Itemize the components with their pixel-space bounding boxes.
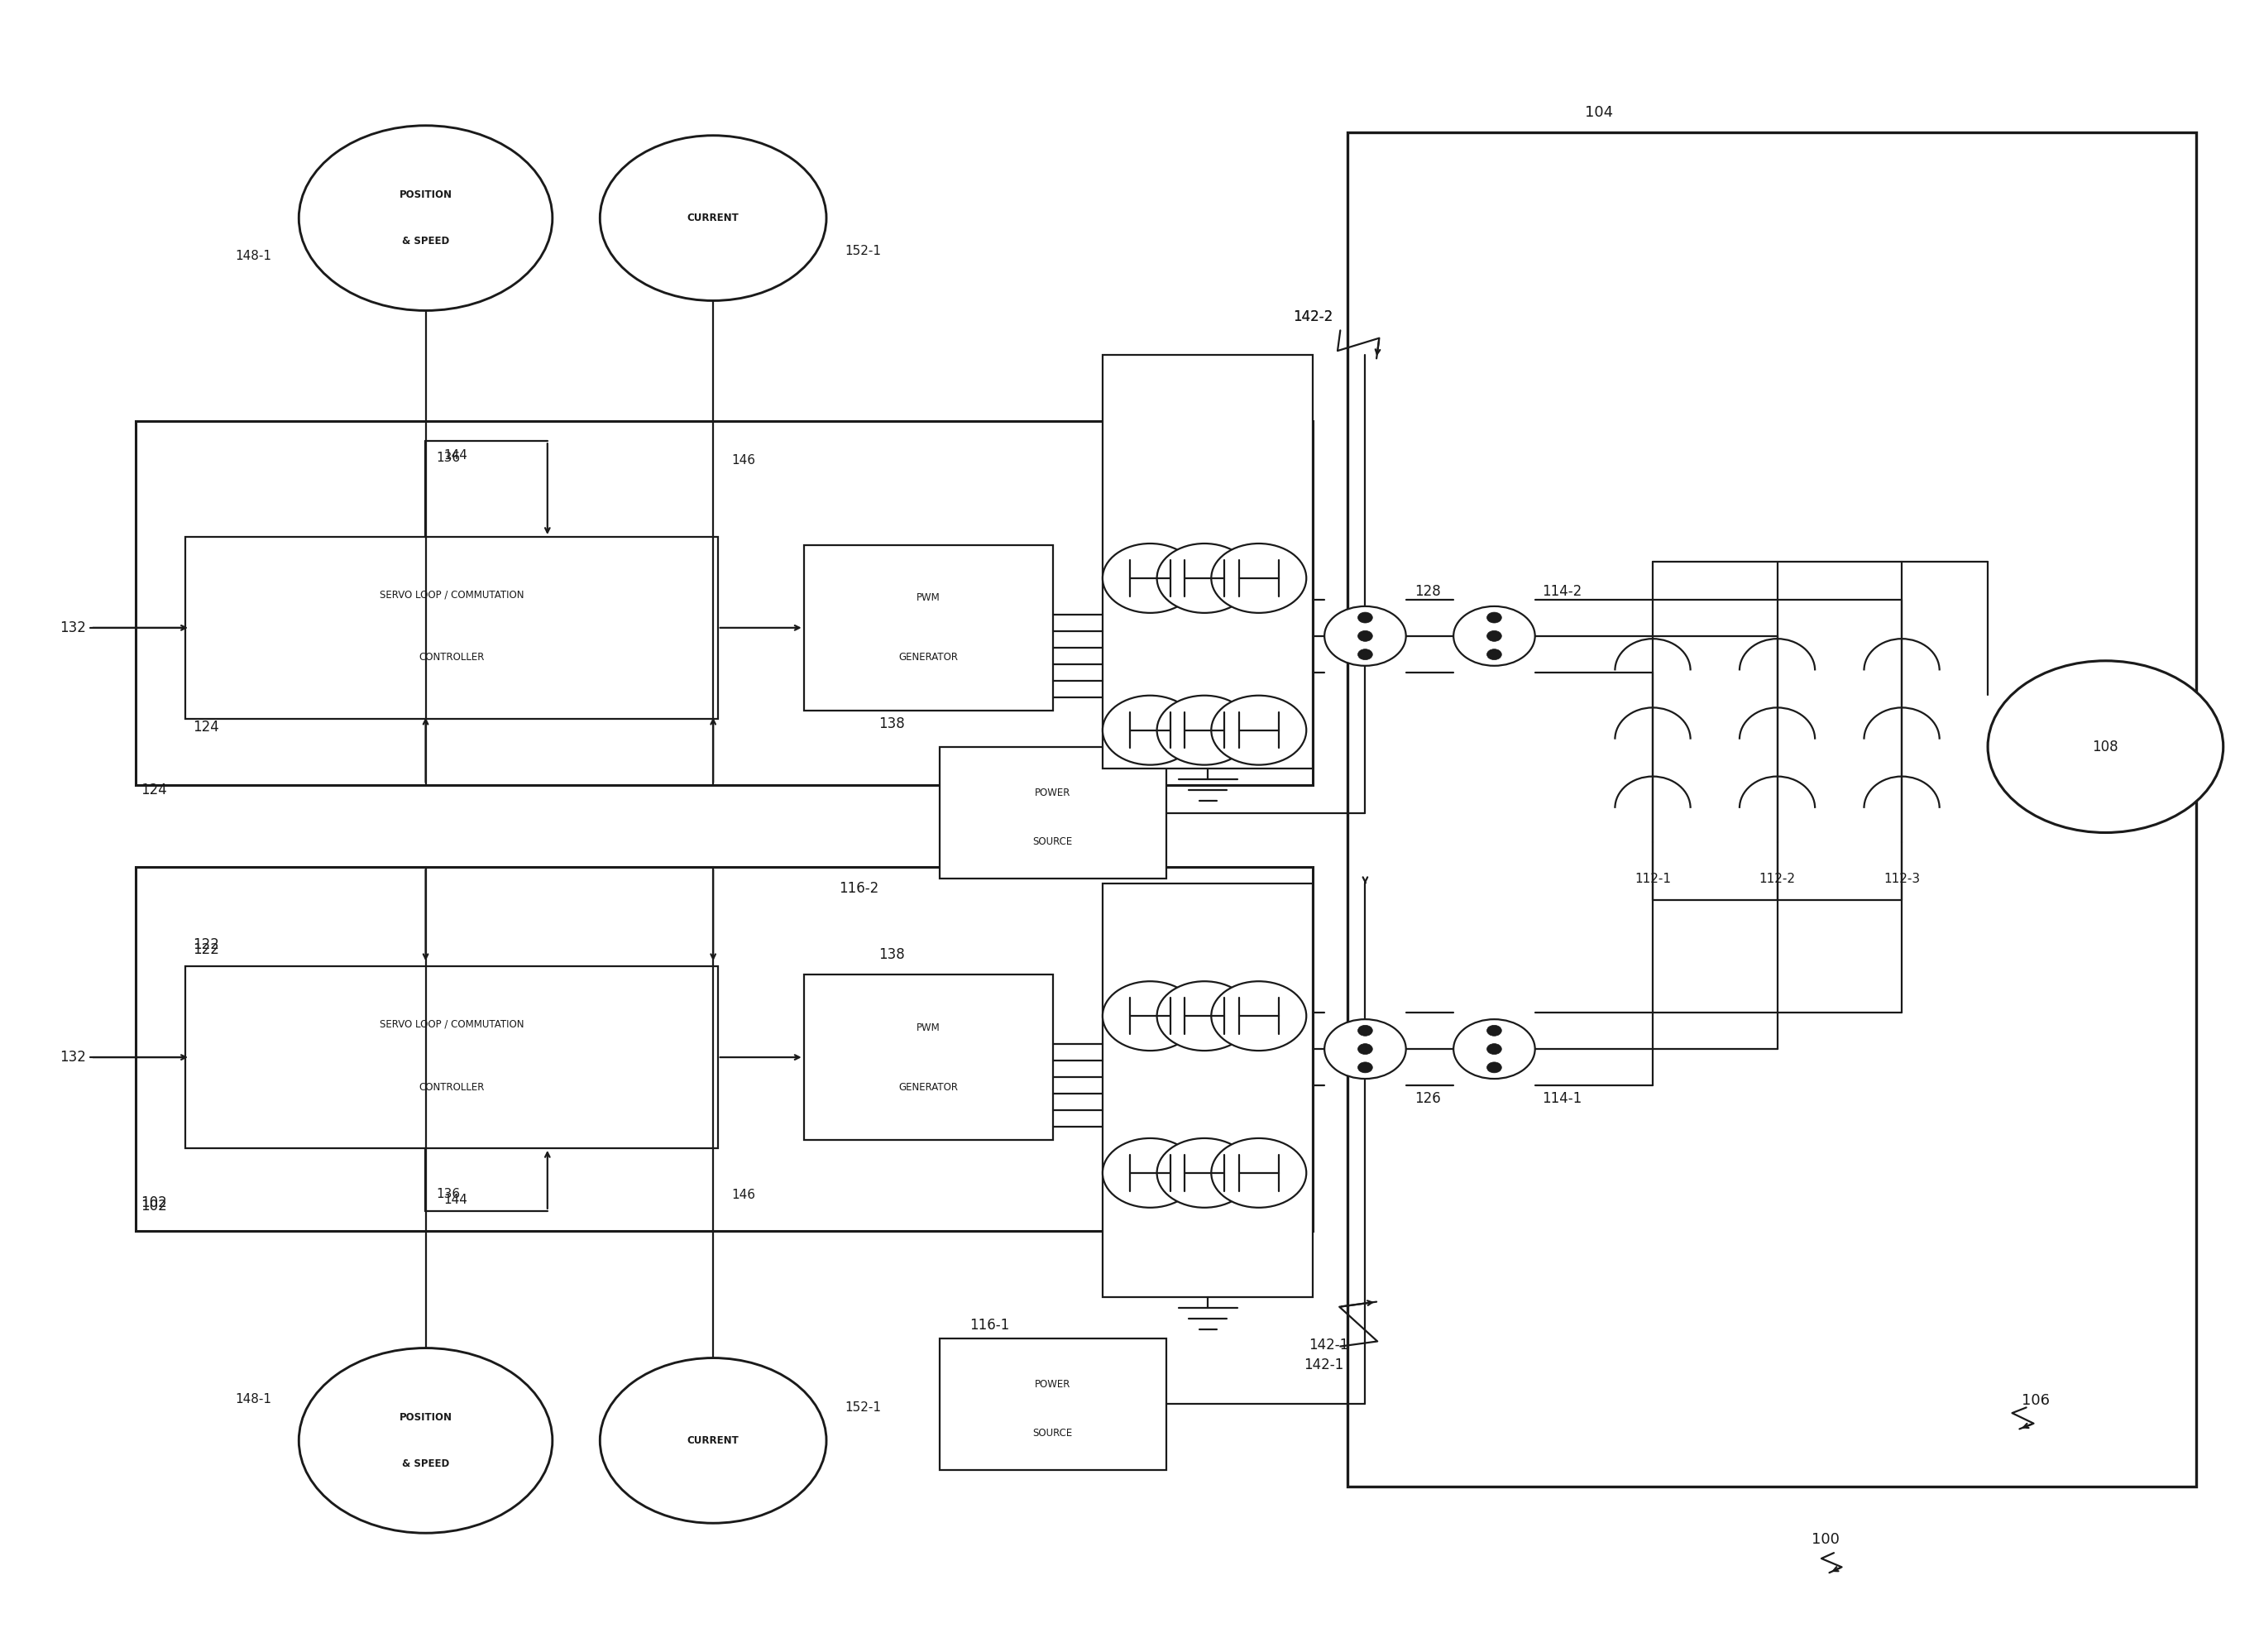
Circle shape [1988,661,2223,833]
Text: 132: 132 [59,1049,86,1066]
Bar [186,966,718,1148]
Text: 114-2: 114-2 [1542,583,1583,600]
Text: 138: 138 [878,947,906,963]
Text: 126: 126 [1415,1090,1442,1107]
Text: 122: 122 [192,937,220,953]
Text: POWER: POWER [1035,1379,1071,1389]
Bar [804,545,1053,710]
Circle shape [1324,606,1406,666]
Circle shape [1157,981,1252,1051]
Text: 136: 136 [437,451,460,464]
Text: 102: 102 [140,1198,168,1214]
Circle shape [1487,649,1501,659]
Circle shape [1453,606,1535,666]
Text: 112-1: 112-1 [1635,872,1671,885]
Circle shape [1211,695,1306,765]
Text: CURRENT: CURRENT [688,1436,738,1446]
Circle shape [1358,649,1372,659]
Bar [136,867,1313,1231]
Text: POWER: POWER [1035,788,1071,798]
Circle shape [1103,695,1198,765]
Circle shape [1358,1044,1372,1054]
Circle shape [1487,631,1501,641]
Text: SOURCE: SOURCE [1032,1427,1073,1439]
Text: 144: 144 [444,449,469,461]
Circle shape [1358,1062,1372,1072]
Circle shape [299,1348,552,1533]
Text: 148-1: 148-1 [235,1393,272,1406]
Text: 112-3: 112-3 [1884,872,1920,885]
Circle shape [1103,544,1198,613]
Circle shape [1487,1062,1501,1072]
Circle shape [1487,1026,1501,1036]
Text: 142-1: 142-1 [1309,1336,1349,1353]
Text: POSITION: POSITION [398,190,453,200]
Text: 142-1: 142-1 [1304,1356,1345,1373]
Text: 142-2: 142-2 [1293,309,1333,325]
Text: 102: 102 [140,1194,168,1211]
Circle shape [1211,1138,1306,1208]
Text: & SPEED: & SPEED [403,236,448,246]
Bar [1347,132,2196,1487]
Circle shape [1157,1138,1252,1208]
Text: PWM: PWM [917,593,940,603]
Text: 100: 100 [1811,1531,1838,1548]
Text: 114-1: 114-1 [1542,1090,1583,1107]
Circle shape [1487,613,1501,623]
Circle shape [1103,1138,1198,1208]
Bar [136,421,1313,785]
Circle shape [1211,981,1306,1051]
Circle shape [1358,631,1372,641]
Text: GENERATOR: GENERATOR [899,653,958,662]
Text: & SPEED: & SPEED [403,1459,448,1469]
Bar [804,975,1053,1140]
Circle shape [1487,1044,1501,1054]
Text: PWM: PWM [917,1023,940,1032]
Text: 128: 128 [1415,583,1442,600]
Text: SOURCE: SOURCE [1032,836,1073,847]
Text: 146: 146 [731,1189,756,1201]
Bar [1103,884,1313,1297]
Text: 122: 122 [192,942,220,958]
Text: 144: 144 [444,1194,469,1206]
Circle shape [600,1358,826,1523]
Text: 152-1: 152-1 [844,244,881,258]
Text: 106: 106 [2022,1393,2049,1409]
Text: SERVO LOOP / COMMUTATION: SERVO LOOP / COMMUTATION [380,1019,523,1029]
Text: 146: 146 [731,454,756,466]
Circle shape [1157,544,1252,613]
Circle shape [1453,1019,1535,1079]
Text: 116-2: 116-2 [838,881,878,897]
Text: 152-1: 152-1 [844,1401,881,1414]
Circle shape [1358,1026,1372,1036]
Text: 132: 132 [59,620,86,636]
Bar [186,537,718,719]
Circle shape [1358,613,1372,623]
Circle shape [1324,1019,1406,1079]
Text: POSITION: POSITION [398,1412,453,1422]
Text: 108: 108 [2092,738,2119,755]
Text: 136: 136 [437,1188,460,1201]
Text: 142-2: 142-2 [1293,309,1333,325]
Text: GENERATOR: GENERATOR [899,1082,958,1092]
Text: 124: 124 [140,781,168,798]
Text: 148-1: 148-1 [235,249,272,263]
Text: CURRENT: CURRENT [688,213,738,223]
Text: 124: 124 [192,719,220,735]
Bar [940,747,1166,879]
Text: SERVO LOOP / COMMUTATION: SERVO LOOP / COMMUTATION [380,590,523,600]
Text: 112-2: 112-2 [1759,872,1795,885]
Circle shape [1157,695,1252,765]
Circle shape [1103,981,1198,1051]
Circle shape [299,126,552,311]
Circle shape [600,135,826,301]
Text: 138: 138 [878,715,906,732]
Text: 116-1: 116-1 [969,1317,1010,1333]
Bar [1103,355,1313,768]
Text: CONTROLLER: CONTROLLER [419,653,484,662]
Bar [940,1338,1166,1470]
Circle shape [1211,544,1306,613]
Text: 104: 104 [1585,104,1612,121]
Text: CONTROLLER: CONTROLLER [419,1082,484,1092]
